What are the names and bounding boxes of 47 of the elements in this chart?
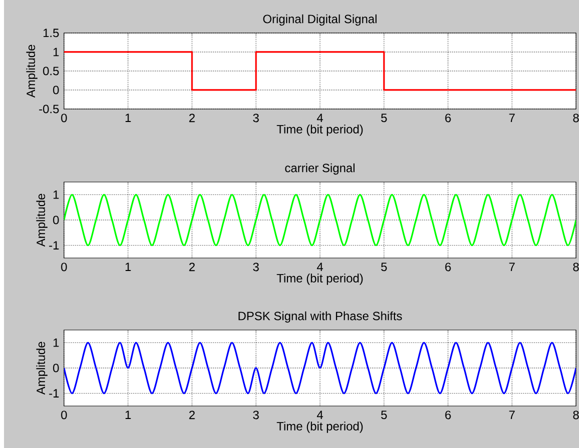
chart-title: carrier Signal <box>285 163 355 175</box>
y-tick-label: 0.5 <box>43 66 59 76</box>
y-tick-label: -1 <box>49 241 59 250</box>
x-tick-label: 4 <box>316 410 323 419</box>
y-tick-label: -1 <box>49 389 59 398</box>
x-tick-label: 0 <box>61 262 67 272</box>
x-axis-title: Time (bit period) <box>276 124 363 136</box>
x-tick-label: 5 <box>381 114 387 122</box>
x-axis-title: Time (bit period) <box>276 422 363 433</box>
x-tick-label: 2 <box>189 262 195 272</box>
x-tick-label: 4 <box>316 262 323 271</box>
x-tick-label: 8 <box>573 114 579 122</box>
x-axis-title: Time (bit period) <box>276 274 363 285</box>
x-tick-label: 5 <box>381 410 387 420</box>
x-tick-label: 7 <box>509 114 515 122</box>
x-tick-label: 8 <box>573 410 579 420</box>
x-tick-label: 2 <box>189 410 195 420</box>
x-tick-label: 3 <box>253 262 259 272</box>
y-tick-label: 1 <box>54 190 59 199</box>
x-tick-label: 4 <box>316 114 323 122</box>
chart-title: Original Digital Signal <box>263 14 377 26</box>
y-tick-label: 1 <box>54 48 59 56</box>
x-tick-label: 3 <box>253 114 259 122</box>
x-tick-label: 6 <box>445 410 451 420</box>
x-tick-label: 6 <box>445 262 451 272</box>
x-tick-label: 0 <box>61 410 67 420</box>
x-tick-label: 1 <box>126 114 131 122</box>
x-tick-label: 0 <box>61 114 67 122</box>
y-axis-title: Amplitude <box>26 44 38 98</box>
y-axis-title: Amplitude <box>36 194 48 247</box>
y-tick-label: 1.5 <box>44 28 59 38</box>
y-axis-title: Amplitude <box>36 342 48 395</box>
y-tick-label: 0 <box>53 216 59 224</box>
x-tick-label: 6 <box>445 114 451 122</box>
x-tick-label: 1 <box>126 410 131 419</box>
y-tick-label: 0 <box>53 86 59 94</box>
x-tick-label: 5 <box>381 262 387 272</box>
x-tick-label: 7 <box>509 262 515 271</box>
y-tick-label: -0.5 <box>39 104 59 114</box>
x-tick-label: 8 <box>573 262 579 272</box>
y-tick-label: 1 <box>54 338 59 347</box>
x-tick-label: 1 <box>126 262 131 271</box>
x-tick-label: 7 <box>509 410 515 419</box>
chart-title: DPSK Signal with Phase Shifts <box>238 311 402 323</box>
x-tick-label: 2 <box>189 114 195 122</box>
y-tick-label: 0 <box>53 364 59 372</box>
x-tick-label: 3 <box>253 410 259 420</box>
